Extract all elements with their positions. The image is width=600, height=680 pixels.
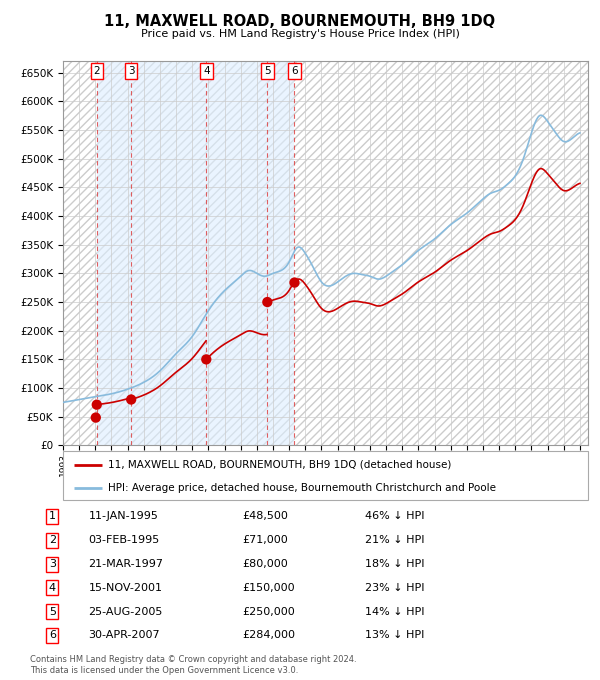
Text: 5: 5	[264, 66, 271, 75]
Point	[92, 399, 101, 410]
Text: 30-APR-2007: 30-APR-2007	[89, 630, 160, 641]
Text: 6: 6	[49, 630, 56, 641]
Text: 11, MAXWELL ROAD, BOURNEMOUTH, BH9 1DQ: 11, MAXWELL ROAD, BOURNEMOUTH, BH9 1DQ	[104, 14, 496, 29]
Text: HPI: Average price, detached house, Bournemouth Christchurch and Poole: HPI: Average price, detached house, Bour…	[107, 483, 496, 492]
Point	[290, 277, 299, 288]
Point	[202, 354, 211, 365]
Text: £48,500: £48,500	[242, 511, 288, 522]
Text: 13% ↓ HPI: 13% ↓ HPI	[365, 630, 424, 641]
Text: 4: 4	[203, 66, 209, 75]
Text: 1: 1	[49, 511, 56, 522]
Point	[127, 394, 136, 405]
Text: 18% ↓ HPI: 18% ↓ HPI	[365, 559, 424, 569]
Text: Price paid vs. HM Land Registry's House Price Index (HPI): Price paid vs. HM Land Registry's House …	[140, 29, 460, 39]
Text: 15-NOV-2001: 15-NOV-2001	[89, 583, 163, 593]
Text: This data is licensed under the Open Government Licence v3.0.: This data is licensed under the Open Gov…	[30, 666, 298, 675]
Text: 4: 4	[49, 583, 56, 593]
Text: 6: 6	[291, 66, 298, 75]
Text: 5: 5	[49, 607, 56, 617]
Text: £250,000: £250,000	[242, 607, 295, 617]
Text: 21% ↓ HPI: 21% ↓ HPI	[365, 535, 424, 545]
Text: 3: 3	[128, 66, 134, 75]
Text: 03-FEB-1995: 03-FEB-1995	[89, 535, 160, 545]
Bar	[97, 61, 295, 445]
Text: 46% ↓ HPI: 46% ↓ HPI	[365, 511, 424, 522]
Text: Contains HM Land Registry data © Crown copyright and database right 2024.: Contains HM Land Registry data © Crown c…	[30, 655, 356, 664]
Text: £150,000: £150,000	[242, 583, 295, 593]
Text: 23% ↓ HPI: 23% ↓ HPI	[365, 583, 424, 593]
Text: 3: 3	[49, 559, 56, 569]
Text: 11-JAN-1995: 11-JAN-1995	[89, 511, 158, 522]
Text: £80,000: £80,000	[242, 559, 288, 569]
Point	[91, 412, 101, 423]
Text: 25-AUG-2005: 25-AUG-2005	[89, 607, 163, 617]
Text: £284,000: £284,000	[242, 630, 295, 641]
Text: 2: 2	[49, 535, 56, 545]
Text: 2: 2	[94, 66, 100, 75]
Point	[263, 296, 272, 307]
Text: 11, MAXWELL ROAD, BOURNEMOUTH, BH9 1DQ (detached house): 11, MAXWELL ROAD, BOURNEMOUTH, BH9 1DQ (…	[107, 460, 451, 470]
Text: £71,000: £71,000	[242, 535, 288, 545]
Text: 14% ↓ HPI: 14% ↓ HPI	[365, 607, 424, 617]
FancyBboxPatch shape	[63, 451, 588, 500]
Text: 21-MAR-1997: 21-MAR-1997	[89, 559, 164, 569]
